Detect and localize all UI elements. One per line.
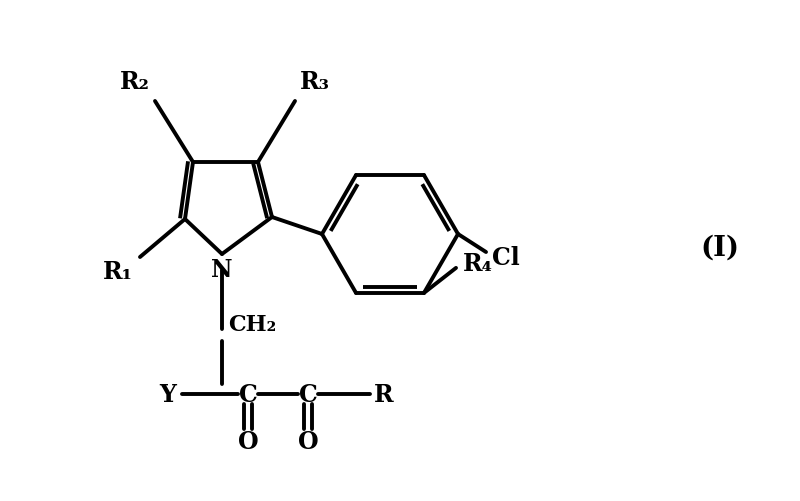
Text: Cl: Cl xyxy=(492,245,520,270)
Text: O: O xyxy=(238,429,258,453)
Text: R₃: R₃ xyxy=(300,70,330,94)
Text: Y: Y xyxy=(159,382,177,406)
Text: R₁: R₁ xyxy=(103,260,133,284)
Text: N: N xyxy=(211,258,233,282)
Text: R: R xyxy=(374,382,394,406)
Text: CH₂: CH₂ xyxy=(228,313,276,335)
Text: R₂: R₂ xyxy=(120,70,150,94)
Text: (I): (I) xyxy=(701,234,739,261)
Text: O: O xyxy=(298,429,318,453)
Text: C: C xyxy=(238,382,258,406)
Text: C: C xyxy=(298,382,318,406)
Text: R₄: R₄ xyxy=(463,252,493,276)
